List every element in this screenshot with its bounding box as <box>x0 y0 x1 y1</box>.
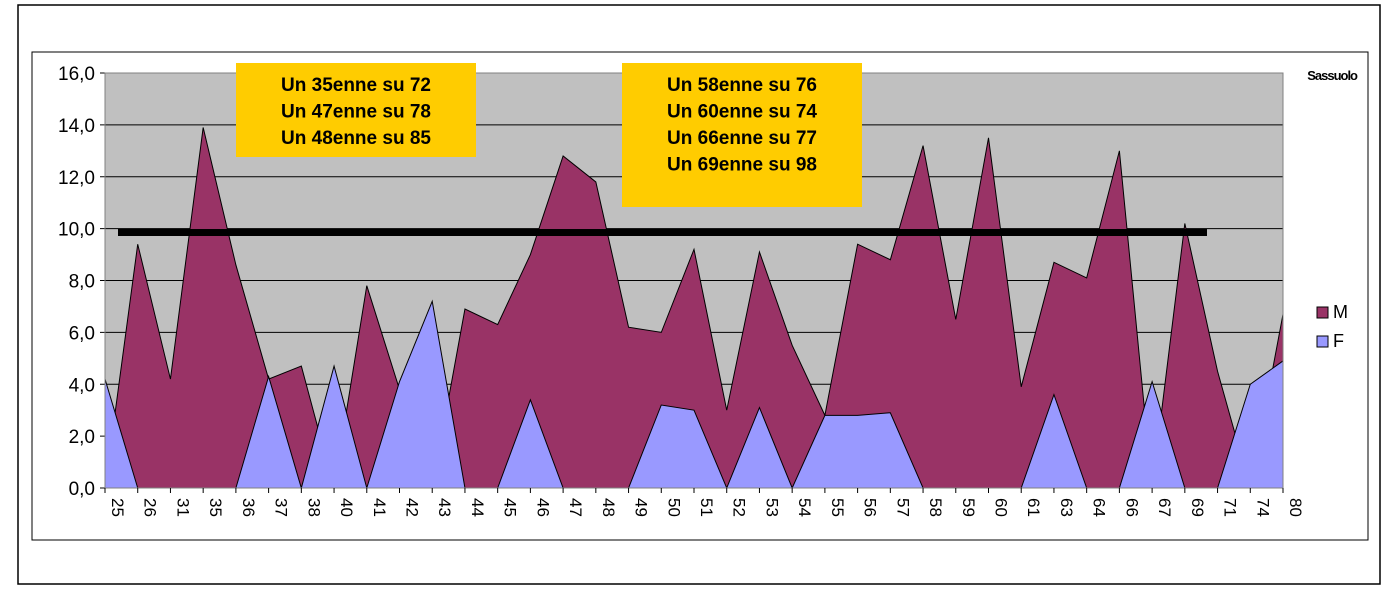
annotation-text: Un 58enne su 76 <box>667 75 817 96</box>
annotation-text: Un 66enne su 77 <box>667 128 817 149</box>
y-tick-label: 0,0 <box>69 479 95 500</box>
x-tick-label: 64 <box>1090 498 1109 517</box>
x-tick-label: 38 <box>304 498 323 517</box>
y-tick-label: 14,0 <box>58 116 95 137</box>
legend-label: F <box>1333 331 1344 351</box>
x-tick-label: 37 <box>272 498 291 517</box>
y-tick-label: 2,0 <box>69 427 95 448</box>
annotation-text: Un 60enne su 74 <box>667 102 817 123</box>
x-tick-label: 46 <box>533 498 552 517</box>
x-tick-label: 45 <box>501 498 520 517</box>
x-tick-label: 55 <box>828 498 847 517</box>
annotation-box: Un 35enne su 72 Un 47enne su 78 Un 48enne … <box>236 63 476 157</box>
x-tick-label: 47 <box>566 498 585 517</box>
legend-swatch <box>1316 335 1329 348</box>
x-tick-label: 41 <box>370 498 389 517</box>
annotation-box: Un 58enne su 76 Un 60enne su 74 Un 66enne … <box>622 63 862 207</box>
x-tick-label: 26 <box>141 498 160 517</box>
y-tick-label: 8,0 <box>69 272 95 293</box>
annotation-text: Un 47enne su 78 <box>281 102 431 123</box>
legend-swatch <box>1316 306 1329 319</box>
x-tick-label: 60 <box>992 498 1011 517</box>
y-tick-label: 6,0 <box>69 323 95 344</box>
x-tick-label: 54 <box>795 498 814 517</box>
x-tick-label: 56 <box>861 498 880 517</box>
x-tick-label: 31 <box>173 498 192 517</box>
x-tick-label: 61 <box>1024 498 1043 517</box>
x-tick-label: 51 <box>697 498 716 517</box>
y-tick-label: 4,0 <box>69 375 95 396</box>
x-tick-label: 59 <box>959 498 978 517</box>
x-tick-label: 40 <box>337 498 356 517</box>
annotation-text: Un 35enne su 72 <box>281 75 431 96</box>
y-tick-label: 10,0 <box>58 220 95 241</box>
x-tick-label: 63 <box>1057 498 1076 517</box>
legend-label: M <box>1333 302 1348 322</box>
x-tick-label: 53 <box>762 498 781 517</box>
x-tick-label: 25 <box>108 498 127 517</box>
x-tick-label: 42 <box>403 498 422 517</box>
x-tick-label: 57 <box>893 498 912 517</box>
x-tick-label: 35 <box>206 498 225 517</box>
chart-title: Sassuolo <box>1307 68 1358 83</box>
area <box>104 299 1284 490</box>
y-tick-label: 16,0 <box>58 64 95 85</box>
x-tick-label: 74 <box>1253 498 1272 517</box>
y-tick-label: 12,0 <box>58 168 95 189</box>
annotation-text: Un 48enne su 85 <box>281 128 431 149</box>
x-tick-label: 67 <box>1155 498 1174 517</box>
x-tick-label: 71 <box>1221 498 1240 517</box>
x-tick-label: 49 <box>632 498 651 517</box>
x-tick-label: 43 <box>435 498 454 517</box>
x-tick-label: 36 <box>239 498 258 517</box>
x-tick-label: 50 <box>664 498 683 517</box>
x-tick-label: 52 <box>730 498 749 517</box>
annotation-text: Un 69enne su 98 <box>667 155 817 176</box>
x-tick-label: 80 <box>1286 498 1305 517</box>
annotation-bg <box>622 63 862 207</box>
x-tick-label: 44 <box>468 498 487 517</box>
x-tick-label: 58 <box>926 498 945 517</box>
x-tick-label: 66 <box>1122 498 1141 517</box>
annotation-bg <box>236 63 476 157</box>
x-tick-label: 48 <box>599 498 618 517</box>
x-tick-label: 69 <box>1188 498 1207 517</box>
